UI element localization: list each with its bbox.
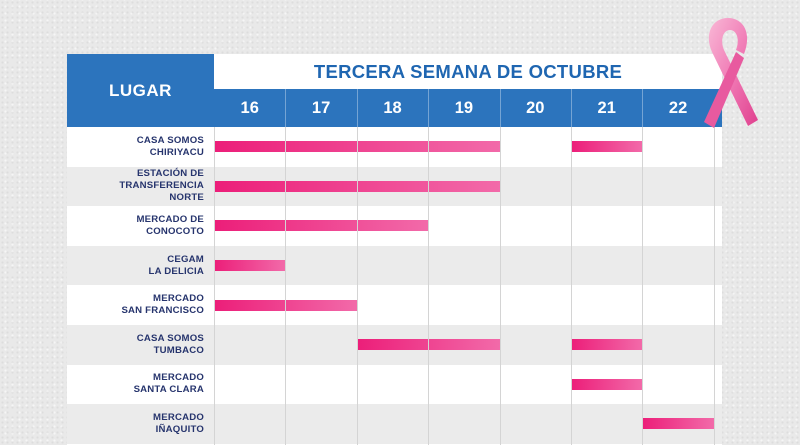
day-separator: [285, 89, 287, 127]
place-label: MERCADO SAN FRANCISCO: [67, 285, 204, 325]
place-label-line: IÑAQUITO: [155, 423, 204, 435]
table-row: CASA SOMOS TUMBACO: [67, 325, 722, 365]
schedule-bar: [214, 260, 286, 272]
day-separator: [499, 89, 501, 127]
week-title: TERCERA SEMANA DE OCTUBRE: [214, 54, 722, 89]
place-label-line: LA DELICIA: [148, 265, 204, 277]
days-header-row: 16 17 18 19 20 21 22: [214, 89, 722, 127]
table-row: ESTACIÓN DE TRANSFERENCIA NORTE: [67, 166, 722, 207]
grid-line: [285, 127, 287, 445]
day-header-20: 20: [526, 98, 545, 117]
place-label: MERCADO SANTA CLARA: [67, 365, 204, 405]
place-label-line: TRANSFERENCIA: [119, 180, 204, 192]
schedule-bar: [642, 418, 714, 430]
table-row: MERCADO DE CONOCOTO: [67, 206, 722, 246]
grid-line: [428, 127, 430, 445]
place-label-line: NORTE: [169, 192, 204, 204]
schedule-bar: [571, 378, 643, 390]
place-label: CASA SOMOS TUMBACO: [67, 325, 204, 365]
place-label: MERCADO IÑAQUITO: [67, 404, 204, 444]
day-header-18: 18: [383, 98, 402, 117]
place-label: ESTACIÓN DE TRANSFERENCIA NORTE: [67, 167, 204, 207]
place-label-line: MERCADO: [153, 372, 204, 384]
place-label: CEGAM LA DELICIA: [67, 246, 204, 286]
grid-line: [571, 127, 572, 445]
place-label: CASA SOMOS CHIRIYACU: [67, 127, 204, 167]
grid-line: [214, 127, 215, 445]
schedule-bar: [571, 141, 643, 153]
table-row: MERCADO SANTA CLARA: [67, 365, 722, 405]
grid-line: [642, 127, 644, 445]
grid-line: [713, 127, 715, 445]
day-header-19: 19: [454, 98, 474, 117]
table-row: MERCADO SAN FRANCISCO: [67, 285, 722, 325]
place-label-line: CASA SOMOS: [136, 332, 204, 344]
table-row: CEGAM LA DELICIA: [67, 245, 722, 286]
grid-line: [499, 127, 501, 445]
day-separator: [356, 89, 358, 127]
schedule-table: LUGAR TERCERA SEMANA DE OCTUBRE 16 17 18 19…: [67, 54, 722, 445]
schedule-bar: [214, 220, 429, 232]
lugar-header: LUGAR: [67, 54, 214, 127]
place-label-line: SAN FRANCISCO: [121, 305, 204, 317]
day-header-16: 16: [240, 98, 259, 117]
place-label-line: ESTACIÓN DE: [136, 168, 204, 180]
place-label: MERCADO DE CONOCOTO: [67, 206, 204, 246]
place-label-line: CONOCOTO: [146, 225, 204, 237]
place-label-line: SANTA CLARA: [133, 384, 204, 396]
table-row: MERCADO IÑAQUITO: [67, 404, 722, 444]
day-separator: [642, 89, 644, 127]
grid-line: [356, 127, 358, 445]
schedule-bar: [571, 339, 643, 351]
place-label-line: MERCADO DE: [136, 213, 204, 225]
place-label-line: MERCADO: [153, 293, 204, 305]
place-label-line: MERCADO: [153, 411, 204, 423]
place-label-line: TUMBACO: [153, 344, 204, 356]
place-label-line: CASA SOMOS: [136, 134, 204, 146]
table-row: CASA SOMOS CHIRIYACU: [67, 127, 722, 167]
day-header-17: 17: [311, 98, 331, 117]
day-separator: [428, 89, 430, 127]
day-separator: [571, 89, 572, 127]
place-label-line: CHIRIYACU: [149, 146, 204, 158]
day-header-21: 21: [597, 98, 616, 117]
day-header-22: 22: [668, 98, 688, 117]
place-label-line: CEGAM: [167, 253, 204, 265]
pink-ribbon-icon: [704, 18, 758, 128]
